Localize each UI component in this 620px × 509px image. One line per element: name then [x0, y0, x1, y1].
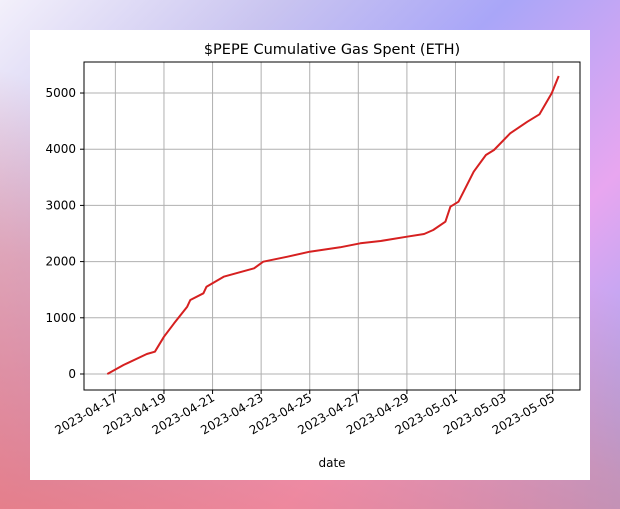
y-tick-label: 4000	[45, 142, 76, 156]
plot-frame	[83, 61, 581, 391]
chart-title: $PEPE Cumulative Gas Spent (ETH)	[204, 42, 460, 58]
y-tick-label: 3000	[45, 198, 76, 212]
y-tick-label: 5000	[45, 86, 76, 100]
x-axis-label: date	[318, 456, 345, 470]
y-tick-label: 0	[68, 367, 76, 381]
y-tick-label: 1000	[45, 311, 76, 325]
y-tick-label: 2000	[45, 255, 76, 269]
series-line	[106, 75, 560, 375]
